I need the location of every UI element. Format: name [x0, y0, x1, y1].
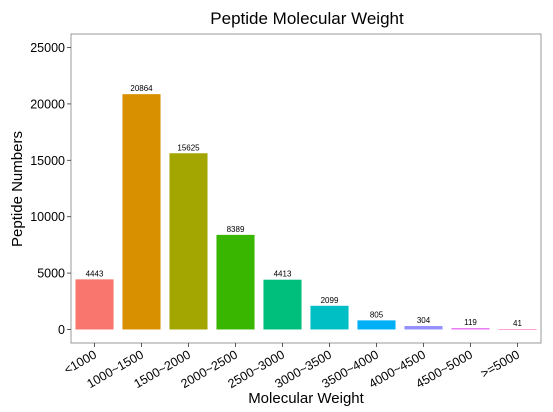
bar	[75, 279, 114, 330]
bar-value-label: 805	[370, 310, 384, 319]
y-axis: 0 5000 10000 15000 20000 25000	[30, 41, 71, 337]
x-axis: <10001000~15001500~20002000~25002500~300…	[62, 343, 522, 391]
bar-value-label: 2099	[321, 296, 339, 305]
bar	[404, 326, 443, 330]
bar	[169, 153, 208, 330]
x-axis-title: Molecular Weight	[248, 390, 364, 407]
y-axis-title: Peptide Numbers	[9, 131, 26, 247]
bar-value-label: 20864	[130, 84, 153, 93]
x-tick-label: >=5000	[478, 347, 522, 380]
y-tick-label: 25000	[30, 41, 65, 55]
bar-value-label: 119	[464, 318, 477, 327]
bar-value-label: 4413	[274, 270, 292, 279]
y-tick-label: 15000	[30, 154, 65, 168]
bar	[451, 328, 490, 330]
bar-value-label: 15625	[177, 143, 200, 152]
bar	[310, 305, 349, 330]
bar-value-label: 8389	[227, 225, 245, 234]
bar-value-label: 41	[513, 319, 522, 328]
bar	[216, 234, 255, 330]
y-tick-label: 0	[58, 323, 65, 337]
y-tick-label: 20000	[30, 97, 65, 111]
bar	[122, 94, 161, 330]
bar	[357, 320, 396, 330]
bar	[263, 279, 302, 330]
bar-value-label: 4443	[86, 269, 104, 278]
bar-series: 4443 20864 15625 8389 4413 2099 805 304 119 41	[75, 84, 537, 330]
bar	[498, 329, 537, 330]
y-tick-label: 5000	[37, 267, 65, 281]
bar-value-label: 304	[417, 316, 431, 325]
y-tick-label: 10000	[30, 210, 65, 224]
chart-title: Peptide Molecular Weight	[210, 9, 404, 28]
